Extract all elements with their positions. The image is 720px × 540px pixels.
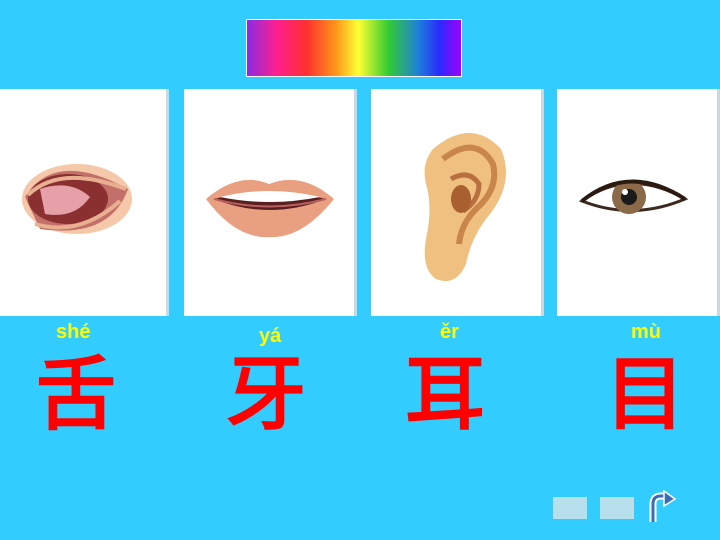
tongue-mouth-icon <box>22 164 132 234</box>
spectrum-bar <box>246 19 462 77</box>
card-eye <box>557 89 720 316</box>
pinyin-she: shé <box>56 321 91 343</box>
hanzi-er: 耳 <box>405 348 485 441</box>
hanzi-ya: 牙 <box>226 348 306 441</box>
card-tongue <box>0 89 169 316</box>
hanzi-she: 舌 <box>36 348 116 441</box>
eye-icon <box>578 179 689 214</box>
card-ear <box>371 89 544 316</box>
pinyin-er: ěr <box>440 321 459 343</box>
hanzi-mu: 目 <box>605 348 685 441</box>
return-button[interactable] <box>645 489 679 524</box>
pinyin-ya: yá <box>259 325 282 347</box>
card-teeth <box>184 89 357 316</box>
ear-icon <box>424 133 506 282</box>
prev-button[interactable] <box>553 497 587 519</box>
return-arrow-icon <box>649 489 677 522</box>
teeth-mouth-icon <box>206 179 334 238</box>
next-button[interactable] <box>600 497 634 519</box>
pinyin-mu: mù <box>631 321 661 343</box>
